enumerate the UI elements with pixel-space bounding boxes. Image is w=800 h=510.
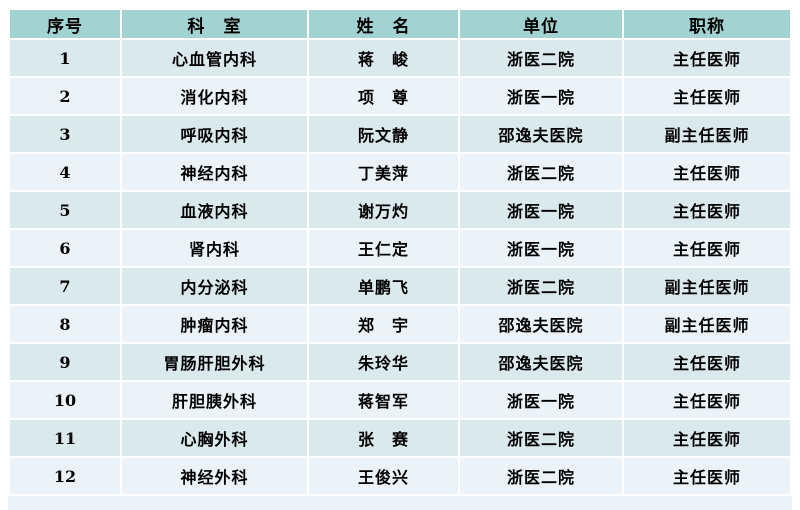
cell-hospital: 浙医二院 — [460, 40, 622, 76]
cell-title: 主任医师 — [624, 40, 790, 76]
table-body: 1 心血管内科 蒋 峻 浙医二院 主任医师 2 消化内科 项 尊 浙医一院 主任… — [10, 40, 790, 494]
cell-title: 主任医师 — [624, 230, 790, 266]
cell-index: 7 — [10, 268, 120, 304]
cell-hospital: 浙医一院 — [460, 192, 622, 228]
cell-title: 副主任医师 — [624, 268, 790, 304]
cell-name: 张 赛 — [309, 420, 458, 456]
header-index: 序号 — [10, 10, 120, 38]
cell-title: 主任医师 — [624, 154, 790, 190]
cell-name: 蒋 峻 — [309, 40, 458, 76]
cell-department: 神经外科 — [122, 458, 307, 494]
cell-department: 血液内科 — [122, 192, 307, 228]
cell-department: 内分泌科 — [122, 268, 307, 304]
cell-hospital: 浙医二院 — [460, 268, 622, 304]
cell-name: 郑 宇 — [309, 306, 458, 342]
table-row: 10 肝胆胰外科 蒋智军 浙医一院 主任医师 — [10, 382, 790, 418]
cell-index: 9 — [10, 344, 120, 380]
cell-index: 1 — [10, 40, 120, 76]
cell-title: 主任医师 — [624, 78, 790, 114]
table-header: 序号 科 室 姓 名 单位 职称 — [10, 10, 790, 38]
cell-title: 副主任医师 — [624, 306, 790, 342]
cell-index: 3 — [10, 116, 120, 152]
cell-hospital: 邵逸夫医院 — [460, 306, 622, 342]
cell-index: 11 — [10, 420, 120, 456]
header-department: 科 室 — [122, 10, 307, 38]
cell-title: 主任医师 — [624, 420, 790, 456]
cell-department: 呼吸内科 — [122, 116, 307, 152]
cell-name: 阮文静 — [309, 116, 458, 152]
cell-index: 5 — [10, 192, 120, 228]
cell-hospital: 浙医一院 — [460, 382, 622, 418]
table-row: 4 神经内科 丁美萍 浙医二院 主任医师 — [10, 154, 790, 190]
header-row: 序号 科 室 姓 名 单位 职称 — [10, 10, 790, 38]
table-row: 3 呼吸内科 阮文静 邵逸夫医院 副主任医师 — [10, 116, 790, 152]
cell-name: 王俊兴 — [309, 458, 458, 494]
cell-name: 朱玲华 — [309, 344, 458, 380]
cell-department: 肿瘤内科 — [122, 306, 307, 342]
cell-title: 主任医师 — [624, 344, 790, 380]
doctor-table-container: 序号 科 室 姓 名 单位 职称 1 心血管内科 蒋 峻 浙医二院 主任医师 2… — [8, 8, 792, 496]
cell-index: 4 — [10, 154, 120, 190]
table-row: 2 消化内科 项 尊 浙医一院 主任医师 — [10, 78, 790, 114]
cell-name: 谢万灼 — [309, 192, 458, 228]
cell-department: 肝胆胰外科 — [122, 382, 307, 418]
cell-index: 8 — [10, 306, 120, 342]
cell-department: 心血管内科 — [122, 40, 307, 76]
cell-title: 副主任医师 — [624, 116, 790, 152]
header-hospital: 单位 — [460, 10, 622, 38]
table-row: 11 心胸外科 张 赛 浙医二院 主任医师 — [10, 420, 790, 456]
table-row: 12 神经外科 王俊兴 浙医二院 主任医师 — [10, 458, 790, 494]
doctor-table: 序号 科 室 姓 名 单位 职称 1 心血管内科 蒋 峻 浙医二院 主任医师 2… — [8, 8, 792, 496]
table-row: 7 内分泌科 单鹏飞 浙医二院 副主任医师 — [10, 268, 790, 304]
header-title: 职称 — [624, 10, 790, 38]
cell-title: 主任医师 — [624, 192, 790, 228]
cell-hospital: 浙医二院 — [460, 154, 622, 190]
table-row: 1 心血管内科 蒋 峻 浙医二院 主任医师 — [10, 40, 790, 76]
cell-title: 主任医师 — [624, 382, 790, 418]
cell-hospital: 浙医二院 — [460, 458, 622, 494]
cell-name: 项 尊 — [309, 78, 458, 114]
cell-index: 2 — [10, 78, 120, 114]
table-row: 8 肿瘤内科 郑 宇 邵逸夫医院 副主任医师 — [10, 306, 790, 342]
partial-next-row-strip — [8, 496, 792, 510]
table-row: 5 血液内科 谢万灼 浙医一院 主任医师 — [10, 192, 790, 228]
cell-name: 王仁定 — [309, 230, 458, 266]
cell-hospital: 浙医一院 — [460, 230, 622, 266]
header-name: 姓 名 — [309, 10, 458, 38]
cell-index: 12 — [10, 458, 120, 494]
cell-department: 心胸外科 — [122, 420, 307, 456]
cell-department: 胃肠肝胆外科 — [122, 344, 307, 380]
cell-name: 单鹏飞 — [309, 268, 458, 304]
cell-name: 蒋智军 — [309, 382, 458, 418]
cell-hospital: 浙医一院 — [460, 78, 622, 114]
cell-index: 6 — [10, 230, 120, 266]
cell-hospital: 邵逸夫医院 — [460, 116, 622, 152]
cell-department: 肾内科 — [122, 230, 307, 266]
table-row: 9 胃肠肝胆外科 朱玲华 邵逸夫医院 主任医师 — [10, 344, 790, 380]
cell-hospital: 邵逸夫医院 — [460, 344, 622, 380]
cell-hospital: 浙医二院 — [460, 420, 622, 456]
cell-department: 神经内科 — [122, 154, 307, 190]
cell-index: 10 — [10, 382, 120, 418]
cell-name: 丁美萍 — [309, 154, 458, 190]
table-row: 6 肾内科 王仁定 浙医一院 主任医师 — [10, 230, 790, 266]
cell-title: 主任医师 — [624, 458, 790, 494]
cell-department: 消化内科 — [122, 78, 307, 114]
